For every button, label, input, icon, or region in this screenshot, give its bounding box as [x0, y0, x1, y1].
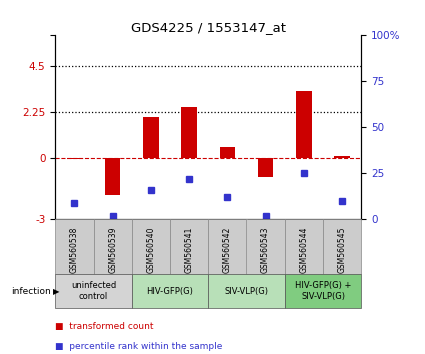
- Bar: [105, 158, 120, 195]
- Text: GSM560545: GSM560545: [337, 226, 347, 273]
- Text: GSM560539: GSM560539: [108, 226, 117, 273]
- Text: GSM560538: GSM560538: [70, 226, 79, 273]
- Text: GSM560541: GSM560541: [184, 226, 194, 273]
- Bar: [258, 158, 273, 177]
- Text: uninfected
control: uninfected control: [71, 281, 116, 301]
- Text: infection: infection: [11, 287, 51, 296]
- Bar: [220, 147, 235, 158]
- Text: ■  transformed count: ■ transformed count: [55, 322, 154, 331]
- Text: HIV-GFP(G) +
SIV-VLP(G): HIV-GFP(G) + SIV-VLP(G): [295, 281, 351, 301]
- Text: SIV-VLP(G): SIV-VLP(G): [224, 287, 269, 296]
- Text: ▶: ▶: [53, 287, 60, 296]
- Text: HIV-GFP(G): HIV-GFP(G): [147, 287, 193, 296]
- Text: ■  percentile rank within the sample: ■ percentile rank within the sample: [55, 342, 223, 350]
- Title: GDS4225 / 1553147_at: GDS4225 / 1553147_at: [131, 21, 286, 34]
- Bar: [296, 91, 312, 158]
- Bar: [143, 117, 159, 158]
- Text: GSM560543: GSM560543: [261, 226, 270, 273]
- Text: GSM560540: GSM560540: [146, 226, 156, 273]
- Bar: [67, 158, 82, 159]
- Text: GSM560544: GSM560544: [299, 226, 309, 273]
- Text: GSM560542: GSM560542: [223, 226, 232, 273]
- Bar: [181, 107, 197, 158]
- Bar: [334, 156, 350, 158]
